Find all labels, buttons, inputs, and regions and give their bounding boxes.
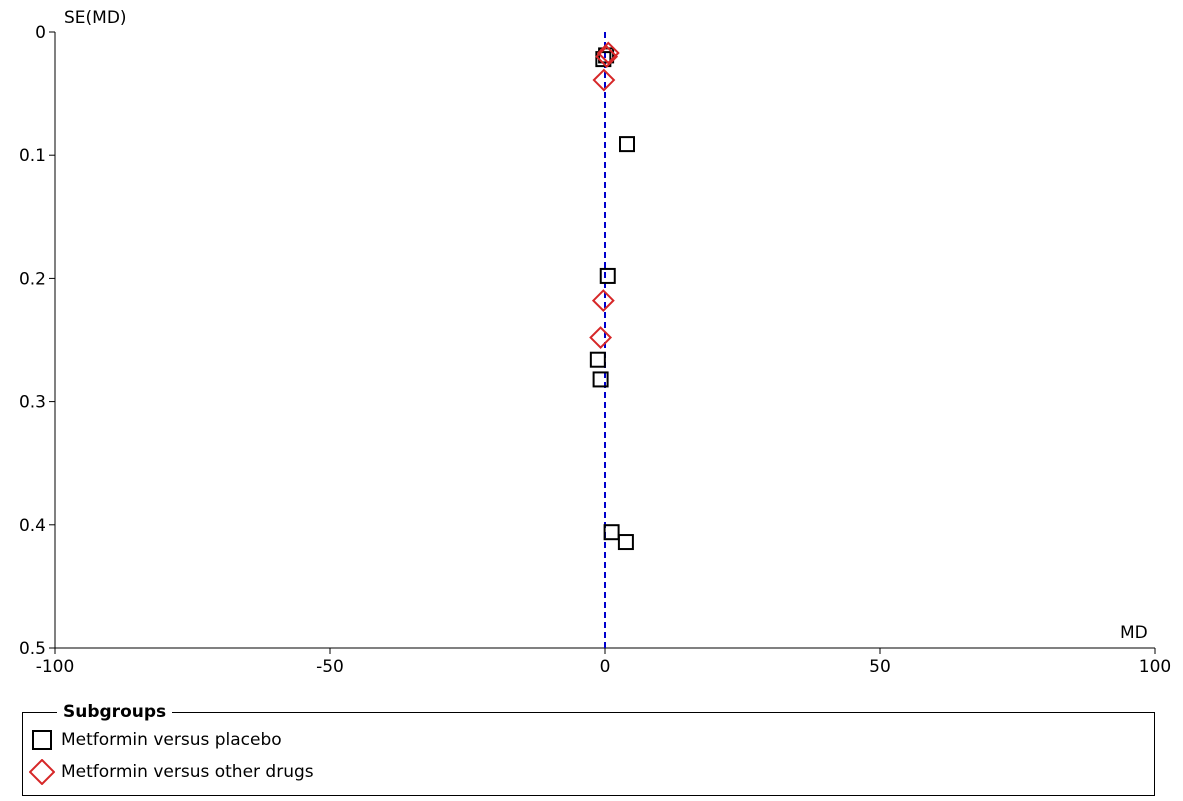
funnel-plot: 0 0.1 0.2 0.3 0.4 0.5 -100 -50 0 50 100 SE(MD) MD — [19, 8, 1171, 677]
x-tick-label: 0 — [600, 657, 611, 677]
legend-item-placebo: Metformin versus placebo — [29, 727, 282, 753]
diamond-point — [596, 41, 620, 65]
diamond-marker-icon — [29, 759, 55, 785]
data-points — [589, 41, 635, 551]
square-marker-icon — [32, 730, 52, 750]
diamond-point — [595, 45, 619, 69]
square-point — [592, 371, 609, 388]
y-axis-title: SE(MD) — [64, 8, 127, 28]
square-point — [599, 267, 616, 284]
x-tick-label: -50 — [316, 657, 344, 677]
square-point — [595, 51, 612, 68]
y-tick-label: 0.5 — [19, 639, 46, 659]
y-tick-label: 0 — [35, 23, 46, 43]
diamond-point — [592, 68, 616, 92]
x-axis-title: MD — [1120, 623, 1148, 643]
square-point — [603, 524, 620, 541]
square-point — [619, 136, 635, 153]
x-tick-label: 50 — [869, 657, 891, 677]
diamond-point — [591, 289, 615, 312]
x-axis-ticks: -100 -50 0 50 100 — [36, 648, 1171, 677]
legend-label-other-drugs: Metformin versus other drugs — [61, 762, 314, 782]
x-tick-label: 100 — [1139, 657, 1171, 677]
square-point — [589, 351, 606, 368]
legend-label-placebo: Metformin versus placebo — [61, 730, 282, 750]
square-point — [617, 534, 634, 551]
legend-title: Subgroups — [57, 701, 173, 723]
y-tick-label: 0.4 — [19, 516, 46, 536]
y-tick-label: 0.3 — [19, 393, 46, 413]
x-tick-label: -100 — [36, 657, 75, 677]
y-tick-label: 0.1 — [19, 146, 46, 166]
legend-item-other-drugs: Metformin versus other drugs — [29, 759, 314, 785]
legend: Subgroups Metformin versus placebo Metfo… — [22, 701, 1155, 796]
diamond-point — [589, 326, 613, 349]
y-axis-ticks: 0 0.1 0.2 0.3 0.4 0.5 — [19, 23, 55, 659]
y-tick-label: 0.2 — [19, 269, 46, 289]
